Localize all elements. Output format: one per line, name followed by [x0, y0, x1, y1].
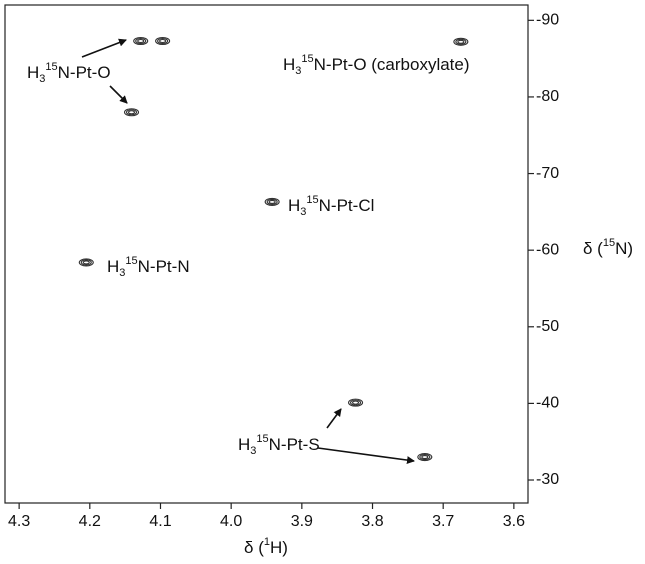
- y-tick-label: -90: [536, 12, 559, 29]
- annotation-part: 15: [306, 194, 318, 206]
- y-axis-label-part: N): [615, 239, 633, 258]
- peak-contour: [78, 258, 94, 267]
- peak-contour-inner: [159, 38, 167, 44]
- annotation-part: 15: [45, 61, 57, 73]
- peak-contour-inner: [455, 38, 467, 45]
- annotation-part: 15: [125, 255, 137, 267]
- peak: [348, 398, 364, 407]
- annotation-part: 3: [295, 65, 301, 77]
- arrow: [326, 408, 342, 429]
- y-tick-label: -40: [536, 395, 559, 412]
- annotation: H315N-Pt-Cl: [288, 194, 374, 218]
- x-tick-label: 4.1: [149, 513, 171, 530]
- peak-contour-inner: [457, 39, 465, 44]
- annotation-part: 15: [256, 433, 268, 445]
- annotation-part: 3: [300, 206, 306, 218]
- annotation: H315N-Pt-O: [27, 61, 111, 85]
- y-axis-label: δ (15N): [583, 237, 633, 259]
- annotation: H315N-Pt-O (carboxylate): [283, 53, 470, 77]
- peak-contour: [155, 36, 171, 46]
- annotation-part: N-Pt-Cl: [319, 196, 375, 215]
- peak-contour-inner: [419, 453, 431, 461]
- peak-contour-inner: [82, 260, 90, 265]
- annotation-part: 3: [119, 267, 125, 279]
- peak-contour-inner: [268, 199, 276, 204]
- annotation-part: H: [27, 63, 39, 82]
- peak: [453, 37, 469, 46]
- x-axis-label-part: δ (: [244, 538, 264, 557]
- x-tick-label: 3.9: [291, 513, 313, 530]
- peak: [78, 258, 94, 267]
- peak-contour: [264, 197, 280, 206]
- peak-contour-inner: [350, 399, 362, 406]
- peak-contour-inner: [127, 110, 136, 115]
- arrow: [109, 85, 128, 104]
- x-axis-label: δ (1H): [244, 536, 288, 558]
- annotation-part: N-Pt-N: [138, 257, 190, 276]
- annotation-part: 15: [301, 53, 313, 65]
- x-tick-label: 3.8: [361, 513, 383, 530]
- y-tick-label: -50: [536, 318, 559, 335]
- x-tick-label: 4.0: [220, 513, 242, 530]
- peak-contour-inner: [421, 454, 429, 460]
- annotation-part: 3: [39, 73, 45, 85]
- y-tick-label: -60: [536, 241, 559, 258]
- arrow: [317, 447, 415, 465]
- x-tick-label: 4.2: [79, 513, 101, 530]
- arrow: [81, 38, 127, 58]
- peak-contour-inner: [266, 198, 278, 205]
- annotation: H315N-Pt-S: [238, 433, 320, 457]
- annotation-part: H: [283, 55, 295, 74]
- peak-contour: [348, 398, 364, 407]
- annotation-part: H: [288, 196, 300, 215]
- peak: [133, 36, 149, 46]
- x-axis-label-part: 1: [264, 536, 270, 548]
- annotation: H315N-Pt-N: [107, 255, 190, 279]
- annotation-part: N-Pt-O (carboxylate): [314, 55, 470, 74]
- x-tick-label: 3.7: [432, 513, 454, 530]
- peak-contour-inner: [137, 38, 145, 44]
- y-axis-label-part: δ (: [583, 239, 603, 258]
- peak-contour-inner: [157, 37, 169, 45]
- peak-contour: [123, 108, 140, 117]
- peak: [417, 452, 433, 462]
- y-tick-label: -70: [536, 165, 559, 182]
- annotation-part: N-Pt-S: [269, 435, 320, 454]
- peak: [123, 108, 140, 117]
- peak-contour-inner: [125, 109, 138, 116]
- peak-contour-inner: [80, 259, 92, 266]
- y-axis-label-part: 15: [603, 237, 615, 249]
- peak-contour: [417, 452, 433, 462]
- annotation-part: H: [238, 435, 250, 454]
- peak-contour-inner: [352, 400, 360, 405]
- x-axis-label-part: H): [270, 538, 288, 557]
- annotation-part: N-Pt-O: [58, 63, 111, 82]
- peak-contour: [133, 36, 149, 46]
- y-tick-label: -80: [536, 88, 559, 105]
- peak-contour-inner: [135, 37, 147, 45]
- x-tick-label: 4.3: [8, 513, 30, 530]
- peak: [155, 36, 171, 46]
- plot-frame: [4, 4, 529, 504]
- peak: [264, 197, 280, 206]
- annotation-part: 3: [250, 445, 256, 457]
- annotation-part: H: [107, 257, 119, 276]
- x-tick-label: 3.6: [503, 513, 525, 530]
- peak-contour: [453, 37, 469, 46]
- y-tick-label: -30: [536, 471, 559, 488]
